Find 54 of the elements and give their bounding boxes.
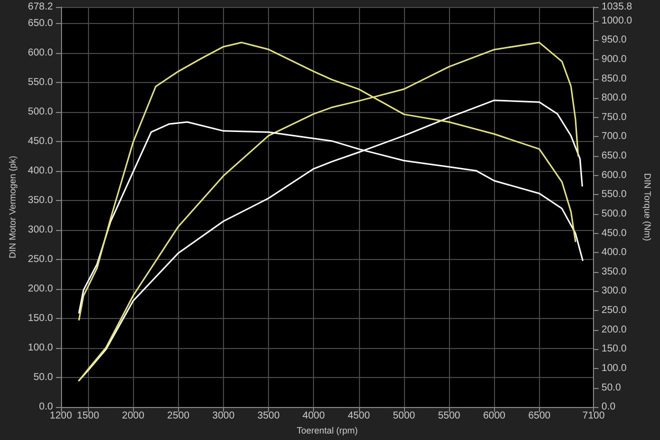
y2-tick-label: 950.0	[602, 34, 627, 46]
y2-tick-label: 100.0	[602, 362, 627, 374]
y-tick-label: 0.0	[39, 402, 54, 413]
x-tick-label: 2000	[122, 410, 145, 422]
x-tick-label: 5000	[392, 410, 416, 422]
y2-tick-label: 600.0	[602, 170, 627, 181]
y2-tick-label: 1035.8	[602, 2, 633, 12]
x-tick-label: 7100	[582, 410, 606, 422]
y2-tick-label: 1000.0	[602, 15, 633, 26]
x-tick-label: 6500	[528, 410, 551, 422]
y-tick-label: 550.0	[28, 77, 54, 88]
y2-tick-label: 0.0	[602, 402, 616, 413]
x-tick-label: 4000	[302, 410, 326, 422]
y-tick-label: 50.0	[33, 372, 54, 384]
y-tick-label: 400.0	[28, 166, 54, 177]
y2-tick-label: 250.0	[602, 305, 627, 316]
y-tick-label: 350.0	[28, 195, 54, 206]
y2-tick-label: 700.0	[602, 131, 627, 142]
x-tick-label: 6000	[483, 410, 506, 422]
y2-axis-title: DIN Torque (Nm)	[642, 173, 652, 241]
y2-tick-label: 550.0	[602, 189, 627, 200]
x-tick-label: 3000	[212, 410, 235, 422]
y-tick-label: 450.0	[28, 136, 54, 148]
y-tick-label: 300.0	[28, 224, 54, 236]
y-tick-label: 200.0	[28, 284, 54, 295]
y2-tick-label: 350.0	[602, 266, 627, 278]
y2-tick-label: 850.0	[602, 73, 627, 84]
y2-tick-label: 900.0	[602, 54, 627, 65]
y2-tick-label: 300.0	[602, 286, 627, 297]
x-tick-label: 3500	[257, 410, 280, 422]
y-tick-label: 100.0	[28, 342, 54, 354]
y2-tick-label: 400.0	[602, 247, 627, 258]
y2-tick-label: 650.0	[602, 150, 627, 162]
x-tick-label: 1500	[76, 410, 100, 422]
y2-tick-label: 150.0	[602, 344, 627, 355]
y2-tick-label: 50.0	[602, 382, 622, 394]
y-tick-label: 678.2	[28, 2, 54, 12]
line-series	[78, 42, 579, 382]
y-tick-label: 500.0	[28, 106, 54, 118]
x-tick-label: 4500	[348, 410, 370, 422]
y2-tick-label: 200.0	[602, 324, 627, 336]
y-tick-label: 250.0	[28, 254, 54, 266]
y-tick-label: 650.0	[28, 18, 54, 30]
y-tick-label: 150.0	[28, 313, 54, 324]
x-tick-label: 5500	[438, 410, 461, 422]
y-axis-title: DIN Motor Vermogen (pk)	[8, 156, 18, 258]
x-tick-label: 1200	[50, 410, 72, 422]
y2-tick-label: 750.0	[602, 112, 627, 123]
y2-tick-label: 500.0	[602, 208, 627, 220]
y-tick-label: 600.0	[28, 48, 54, 59]
x-tick-label: 2500	[167, 410, 190, 422]
x-axis-title: Toerental (rpm)	[296, 426, 358, 436]
y2-tick-label: 800.0	[602, 92, 627, 104]
y2-tick-label: 450.0	[602, 228, 627, 239]
